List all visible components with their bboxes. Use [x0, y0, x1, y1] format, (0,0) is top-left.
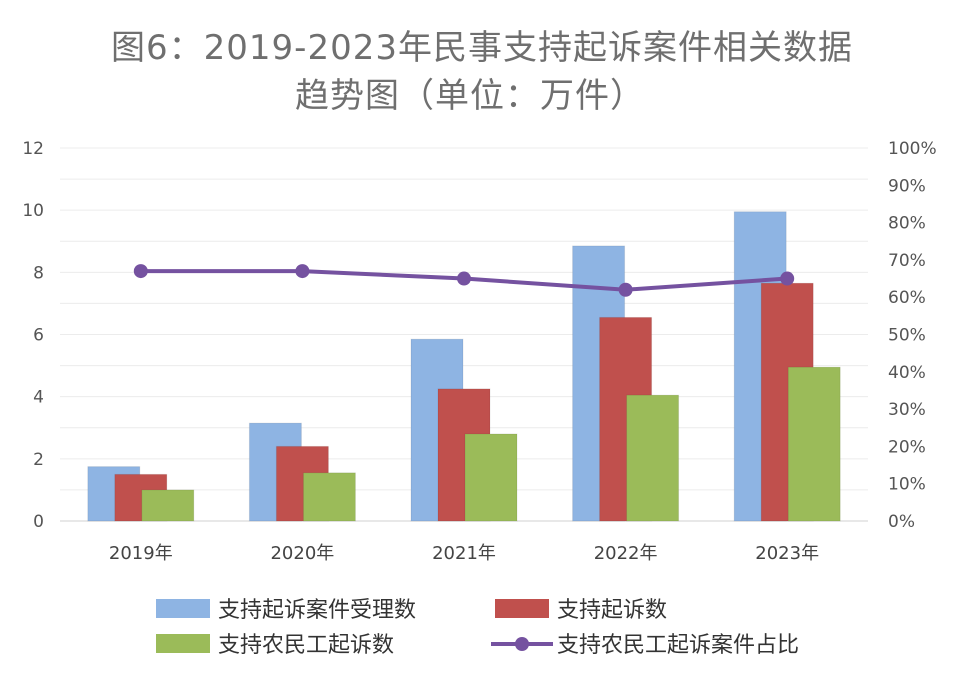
- bar-3: [787, 366, 841, 522]
- line-point: [295, 264, 310, 279]
- y-right-tick-label: 20%: [888, 437, 926, 457]
- y-right-tick-label: 60%: [888, 288, 926, 308]
- y-left-tick-label: 0: [33, 512, 44, 532]
- y-right-tick-label: 30%: [888, 400, 926, 420]
- y-right-tick-label: 90%: [888, 176, 926, 196]
- y-right-tick-label: 70%: [888, 251, 926, 271]
- y-left-tick-label: 10: [22, 201, 44, 221]
- y-right-tick-label: 50%: [888, 326, 926, 346]
- legend-label: 支持起诉数: [557, 598, 667, 623]
- legend-swatch: [156, 634, 210, 653]
- y-right-tick-label: 40%: [888, 363, 926, 383]
- y-right-tick-label: 100%: [888, 139, 937, 159]
- y-right-tick-label: 0%: [888, 512, 915, 532]
- legend-label: 支持农民工起诉案件占比: [557, 633, 799, 658]
- line-point: [133, 264, 148, 279]
- legend-swatch: [156, 599, 210, 618]
- y-left-tick-label: 6: [33, 326, 44, 346]
- y-left-tick-label: 2: [33, 450, 44, 470]
- x-category-label: 2019年: [109, 543, 173, 564]
- bar-3: [141, 489, 195, 522]
- y-right-tick-label: 80%: [888, 214, 926, 234]
- y-left-tick-label: 8: [33, 263, 44, 283]
- x-category-label: 2020年: [270, 543, 334, 564]
- line-point: [780, 271, 795, 286]
- x-category-label: 2023年: [755, 543, 819, 564]
- legend-label: 支持农民工起诉数: [218, 633, 394, 658]
- y-left-tick-label: 12: [22, 139, 44, 159]
- bar-3: [464, 433, 518, 522]
- line-point: [618, 282, 633, 297]
- y-right-tick-label: 10%: [888, 475, 926, 495]
- x-category-label: 2022年: [594, 543, 658, 564]
- legend-label: 支持起诉案件受理数: [218, 598, 416, 623]
- legend-swatch-marker: [515, 637, 529, 651]
- bar-3: [626, 394, 680, 522]
- legend-swatch: [495, 599, 549, 618]
- line-point: [457, 271, 471, 286]
- y-left-tick-label: 4: [33, 388, 44, 408]
- bar-3: [302, 472, 356, 522]
- chart-title-line1: 图6：2019-2023年民事支持起诉案件相关数据: [111, 28, 853, 68]
- chart-title-line2: 趋势图（单位：万件）: [295, 76, 645, 116]
- x-category-label: 2021年: [432, 543, 496, 564]
